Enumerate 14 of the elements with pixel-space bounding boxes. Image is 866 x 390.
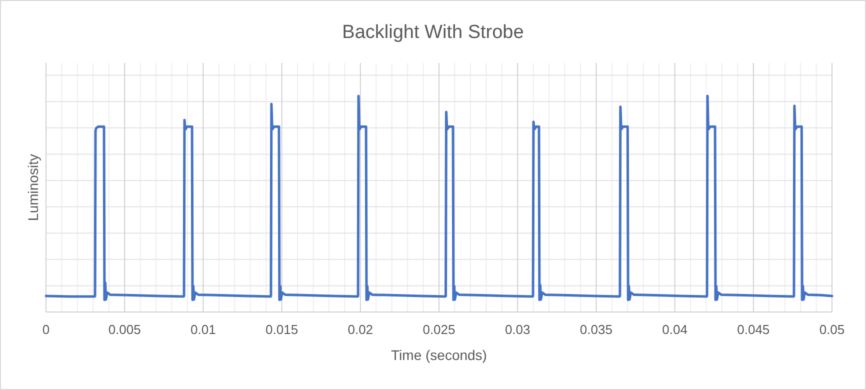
x-tick-label: 0 xyxy=(42,322,50,337)
x-tick-label: 0.02 xyxy=(348,322,374,337)
x-tick-label: 0.025 xyxy=(422,322,456,337)
x-tick-label: 0.035 xyxy=(580,322,612,337)
x-tick-label: 0.045 xyxy=(737,322,770,337)
x-tick-label: 0.005 xyxy=(108,322,141,337)
x-tick-label: 0.04 xyxy=(662,322,688,337)
x-tick-label: 0.03 xyxy=(504,322,530,337)
x-tick-label: 0.05 xyxy=(819,322,845,337)
x-axis-title: Time (seconds) xyxy=(391,347,487,363)
x-tick-label: 0.015 xyxy=(266,322,298,337)
x-tick-label: 0.01 xyxy=(190,322,216,337)
chart-title: Backlight With Strobe xyxy=(342,22,524,43)
y-axis-title: Luminosity xyxy=(25,154,41,221)
